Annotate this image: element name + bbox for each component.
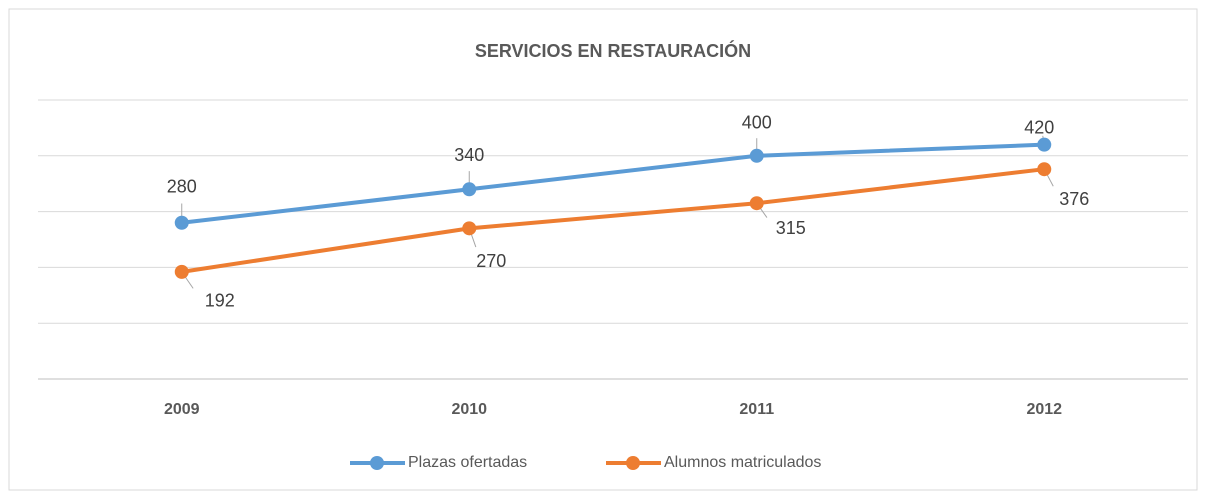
- series-line: [179, 167, 1047, 274]
- data-label: 280: [167, 177, 197, 197]
- marker: [1037, 137, 1052, 152]
- series-line: [179, 142, 1047, 225]
- legend-label: Plazas ofertadas: [408, 454, 527, 471]
- data-label: 270: [476, 251, 506, 271]
- marker: [174, 215, 189, 230]
- data-label: 420: [1024, 117, 1054, 137]
- x-tick-label: 2011: [739, 401, 774, 418]
- data-label: 192: [205, 291, 235, 311]
- marker: [462, 182, 477, 197]
- legend-marker: [370, 456, 384, 470]
- marker: [1037, 162, 1052, 177]
- data-label: 400: [742, 113, 772, 133]
- data-label: 376: [1059, 189, 1089, 209]
- legend-marker: [626, 456, 640, 470]
- marker: [462, 221, 477, 236]
- marker: [749, 148, 764, 163]
- x-tick-label: 2010: [451, 401, 487, 418]
- chart-border: [8, 8, 1198, 491]
- data-label: 340: [454, 145, 484, 165]
- x-tick-label: 2009: [164, 401, 200, 418]
- legend-label: Alumnos matriculados: [664, 454, 821, 471]
- chart-title: SERVICIOS EN RESTAURACIÓN: [475, 40, 751, 61]
- marker: [174, 264, 189, 279]
- marker: [749, 196, 764, 211]
- data-label: 315: [776, 218, 806, 238]
- x-tick-label: 2012: [1026, 401, 1062, 418]
